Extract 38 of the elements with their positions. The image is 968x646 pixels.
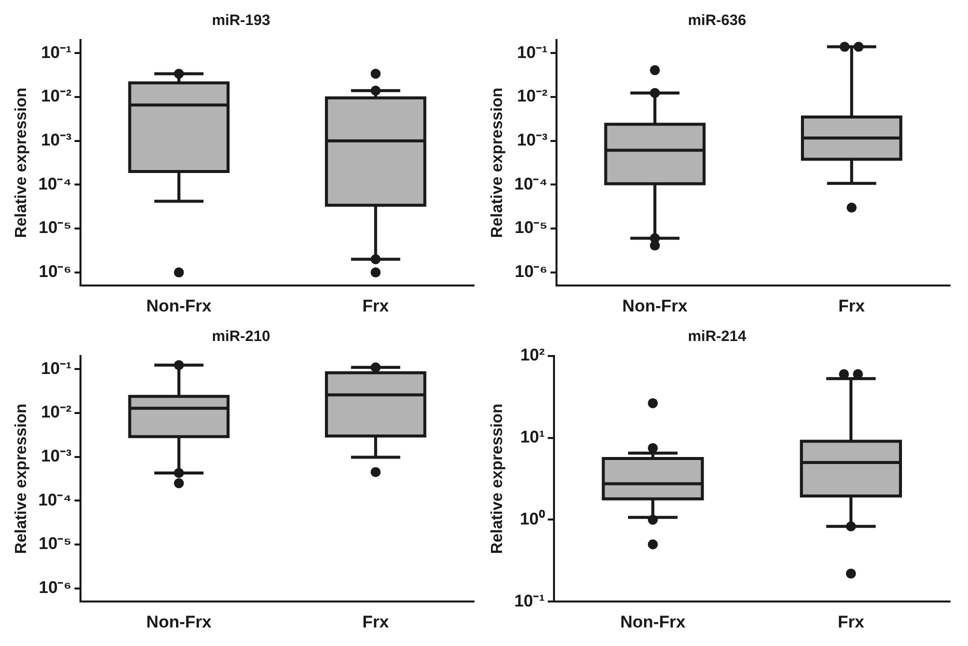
- y-axis-title: Relative expression: [13, 404, 30, 554]
- y-tick-label: 10⁻⁴: [514, 174, 548, 194]
- y-tick-label: 10⁻⁶: [38, 578, 72, 598]
- x-tick-label: Non-Frx: [620, 612, 686, 632]
- y-tick-label: 10²: [520, 346, 546, 365]
- chart-title: miR-636: [688, 12, 746, 30]
- y-tick-label: 10⁻²: [40, 402, 72, 422]
- y-tick-label: 10⁰: [520, 509, 545, 528]
- y-tick-label: 10⁻¹: [514, 591, 546, 610]
- y-tick-label: 10⁻⁵: [514, 218, 548, 238]
- chart-title: miR-210: [212, 328, 270, 346]
- y-tick-label: 10⁻²: [40, 86, 72, 106]
- y-tick-label: 10⁻⁵: [38, 534, 72, 554]
- x-tick-label: Non-Frx: [146, 296, 212, 316]
- y-tick-label: 10⁻²: [516, 86, 548, 106]
- x-tick-label: Non-Frx: [146, 612, 212, 632]
- x-tick-label: Frx: [838, 296, 866, 316]
- y-tick-label: 10⁻³: [40, 446, 72, 466]
- y-tick-label: 10⁻⁴: [38, 174, 72, 194]
- x-tick-label: Frx: [362, 612, 390, 632]
- y-tick-label: 10⁻¹: [40, 358, 72, 378]
- chart-title: miR-193: [212, 12, 270, 30]
- y-tick-label: 10⁻³: [516, 130, 548, 150]
- x-tick-label: Frx: [362, 296, 390, 316]
- x-tick-label: Non-Frx: [622, 296, 688, 316]
- y-tick-label: 10⁻⁵: [38, 218, 72, 238]
- y-tick-label: 10⁻¹: [516, 42, 548, 62]
- y-tick-label: 10⁻⁴: [38, 490, 72, 510]
- y-tick-label: 10⁻¹: [40, 42, 72, 62]
- y-axis-title: Relative expression: [13, 88, 30, 238]
- y-axis-title: Relative expression: [489, 88, 506, 238]
- y-tick-label: 10¹: [520, 428, 546, 447]
- y-tick-label: 10⁻⁶: [514, 262, 548, 282]
- y-tick-label: 10⁻⁶: [38, 262, 72, 282]
- y-axis-title: Relative expression: [489, 404, 506, 554]
- y-tick-label: 10⁻³: [40, 130, 72, 150]
- chart-title: miR-214: [688, 328, 747, 346]
- x-tick-label: Frx: [838, 612, 865, 632]
